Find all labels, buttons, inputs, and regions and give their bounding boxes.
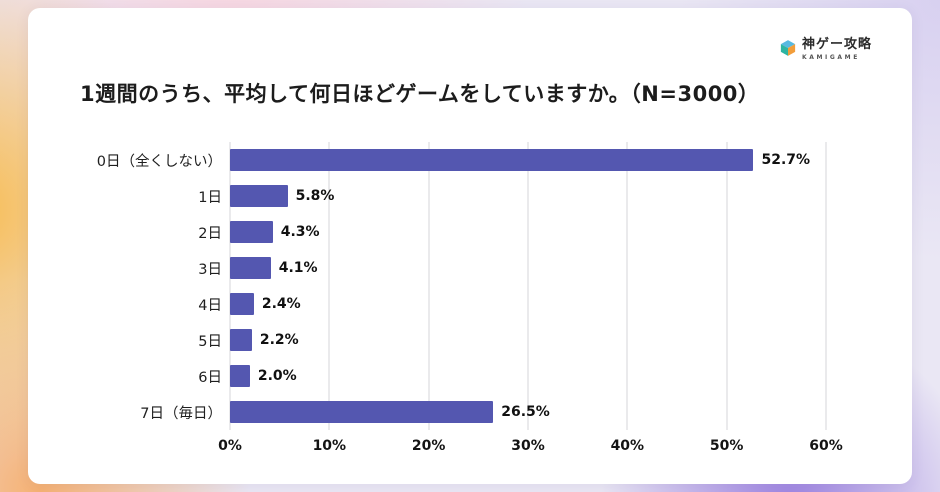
- bar-row: 52.7%: [230, 142, 826, 178]
- logo-sub-text: KAMIGAME: [801, 54, 860, 62]
- bar: [230, 221, 273, 243]
- bar-value-label: 2.4%: [261, 296, 301, 312]
- category-label: 4日: [198, 297, 222, 314]
- bar-row: 26.5%: [230, 394, 826, 430]
- bar: [230, 401, 494, 423]
- x-tick-label: 0%: [218, 438, 242, 454]
- bar-value-label: 2.0%: [257, 368, 297, 384]
- chart-title: 1週間のうち、平均して何日ほどゲームをしていますか。（N=3000）: [80, 82, 760, 106]
- x-tick-label: 50%: [709, 438, 744, 454]
- bar-value-label: 26.5%: [501, 404, 550, 420]
- bar: [230, 329, 252, 351]
- bar-value-label: 4.3%: [280, 224, 320, 240]
- bar-value-label: 4.1%: [278, 260, 318, 276]
- gridline: [825, 142, 827, 430]
- category-label: 3日: [198, 261, 222, 278]
- x-tick-label: 10%: [312, 438, 347, 454]
- bar-value-label: 5.8%: [295, 188, 335, 204]
- category-label: 0日（全くしない）: [96, 153, 222, 170]
- kamigame-logo: 神ゲー攻略 KAMIGAME: [779, 37, 872, 62]
- bar-row: 4.1%: [230, 250, 826, 286]
- bar-row: 2.0%: [230, 358, 826, 394]
- gridline: [626, 142, 628, 430]
- gridline: [428, 142, 430, 430]
- category-labels: 0日（全くしない） 1日 2日 3日 4日 5日 6日 7日（毎日）: [80, 142, 222, 464]
- x-tick-label: 30%: [511, 438, 545, 454]
- category-label: 1日: [198, 189, 222, 206]
- category-label: 7日（毎日）: [140, 405, 222, 422]
- chart-card: 神ゲー攻略 KAMIGAME 1週間のうち、平均して何日ほどゲームをしていますか…: [28, 8, 912, 484]
- bar-row: 4.3%: [230, 214, 826, 250]
- bar-row: 2.2%: [230, 322, 826, 358]
- bar-row: 5.8%: [230, 178, 826, 214]
- gridline: [229, 142, 231, 430]
- category-label: 6日: [198, 369, 222, 386]
- bar-value-label: 2.2%: [259, 332, 299, 348]
- category-label: 5日: [198, 333, 222, 350]
- bar: [230, 149, 754, 171]
- bar: [230, 257, 271, 279]
- gridlines: [229, 142, 827, 430]
- logo-brand-text: 神ゲー攻略: [801, 37, 872, 52]
- logo-text: 神ゲー攻略 KAMIGAME: [801, 37, 872, 62]
- plot-area: 52.7% 5.8% 4.3% 4.1% 2.4% 2.2% 2.0% 26.5% 0% 10%…: [218, 142, 843, 464]
- x-tick-label: 20%: [411, 438, 446, 454]
- bar-value-label: 52.7%: [761, 152, 811, 168]
- bar: [230, 293, 254, 315]
- gridline: [527, 142, 529, 430]
- x-tick-label: 40%: [610, 438, 645, 454]
- bar: [230, 365, 250, 387]
- gridline: [726, 142, 728, 430]
- bar: [230, 185, 288, 207]
- x-axis-ticks: 0% 10% 20% 30% 40% 50% 60%: [218, 436, 843, 464]
- category-label: 2日: [198, 225, 222, 242]
- x-tick-label: 60%: [809, 438, 843, 454]
- kamigame-cube-icon: [780, 40, 796, 56]
- bar-rows: 52.7% 5.8% 4.3% 4.1% 2.4% 2.2% 2.0% 26.5%: [229, 142, 827, 430]
- gridline: [328, 142, 330, 430]
- bar-chart: 0日（全くしない） 1日 2日 3日 4日 5日 6日 7日（毎日） 52.7% 5.8% 4.3…: [80, 142, 864, 464]
- bar-row: 2.4%: [230, 286, 826, 322]
